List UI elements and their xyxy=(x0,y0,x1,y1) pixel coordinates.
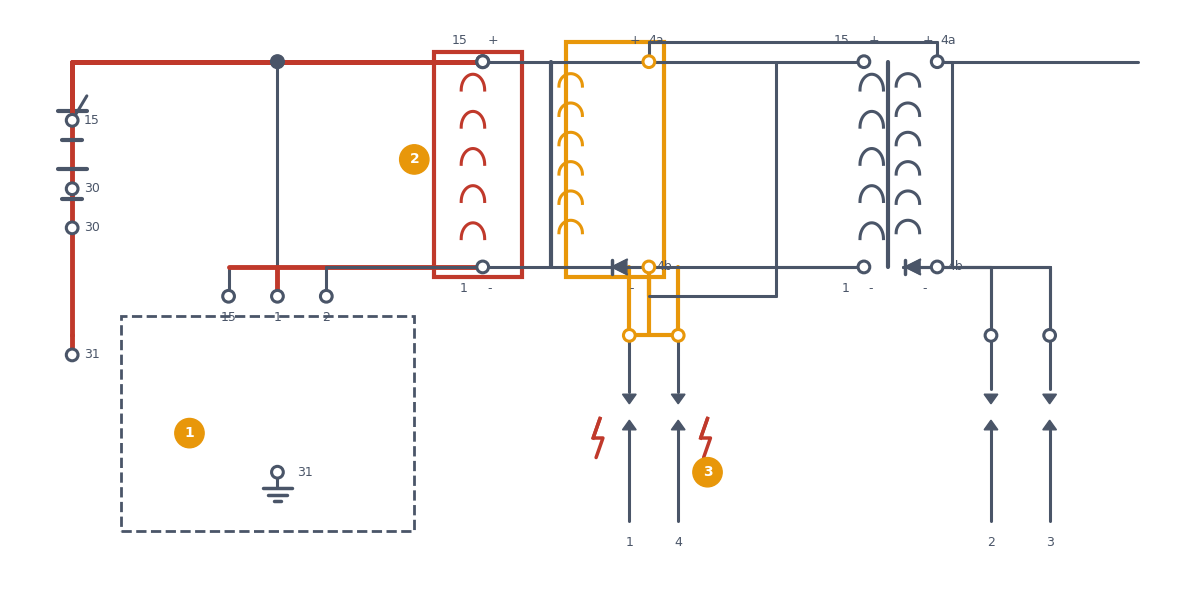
Text: 4a: 4a xyxy=(940,34,955,47)
Polygon shape xyxy=(671,420,685,430)
Text: -: - xyxy=(869,282,874,294)
Text: 1: 1 xyxy=(185,426,194,440)
Text: 1: 1 xyxy=(274,311,281,324)
Text: 4: 4 xyxy=(674,536,682,549)
Text: 15: 15 xyxy=(833,34,850,47)
Circle shape xyxy=(400,145,428,174)
Circle shape xyxy=(271,466,283,478)
Text: -: - xyxy=(629,282,634,294)
Text: +: + xyxy=(923,34,934,47)
Circle shape xyxy=(66,222,78,233)
Circle shape xyxy=(931,261,943,273)
Text: 1: 1 xyxy=(841,282,850,294)
Circle shape xyxy=(476,55,490,68)
Text: 30: 30 xyxy=(84,182,100,195)
Text: 30: 30 xyxy=(84,221,100,234)
Circle shape xyxy=(223,290,234,302)
Text: 3: 3 xyxy=(1045,536,1054,549)
Polygon shape xyxy=(623,420,636,430)
Circle shape xyxy=(672,330,684,341)
Text: 4a: 4a xyxy=(649,34,665,47)
Text: 2: 2 xyxy=(323,311,330,324)
Text: 31: 31 xyxy=(296,466,313,479)
Text: 1: 1 xyxy=(460,282,468,294)
Text: -: - xyxy=(487,282,492,294)
Circle shape xyxy=(66,115,78,126)
Circle shape xyxy=(320,290,332,302)
Polygon shape xyxy=(623,394,636,404)
Text: 3: 3 xyxy=(703,465,713,479)
Text: 4b: 4b xyxy=(656,261,672,274)
Text: 2: 2 xyxy=(988,536,995,549)
Circle shape xyxy=(270,55,284,68)
Circle shape xyxy=(643,56,655,68)
Polygon shape xyxy=(1043,394,1056,404)
Circle shape xyxy=(175,418,204,448)
Circle shape xyxy=(858,56,870,68)
Text: +: + xyxy=(487,34,498,47)
Circle shape xyxy=(476,261,488,273)
Text: 2: 2 xyxy=(409,152,419,166)
Circle shape xyxy=(858,261,870,273)
Circle shape xyxy=(66,183,78,195)
Circle shape xyxy=(985,330,997,341)
Polygon shape xyxy=(906,259,920,274)
Text: -: - xyxy=(923,282,928,294)
Circle shape xyxy=(643,261,655,273)
Text: 1: 1 xyxy=(625,536,634,549)
Circle shape xyxy=(66,349,78,361)
Text: 31: 31 xyxy=(84,349,100,362)
Text: 15: 15 xyxy=(84,114,100,127)
Polygon shape xyxy=(1043,420,1056,430)
Text: 4b: 4b xyxy=(947,261,962,274)
Circle shape xyxy=(931,56,943,68)
Circle shape xyxy=(476,56,488,68)
Circle shape xyxy=(1044,330,1056,341)
Text: 15: 15 xyxy=(221,311,236,324)
Polygon shape xyxy=(984,420,998,430)
Polygon shape xyxy=(671,394,685,404)
Circle shape xyxy=(624,330,635,341)
Polygon shape xyxy=(612,259,626,274)
Text: 15: 15 xyxy=(452,34,468,47)
Text: +: + xyxy=(629,34,640,47)
Circle shape xyxy=(271,290,283,302)
Circle shape xyxy=(692,458,722,487)
Polygon shape xyxy=(984,394,998,404)
Text: +: + xyxy=(869,34,880,47)
